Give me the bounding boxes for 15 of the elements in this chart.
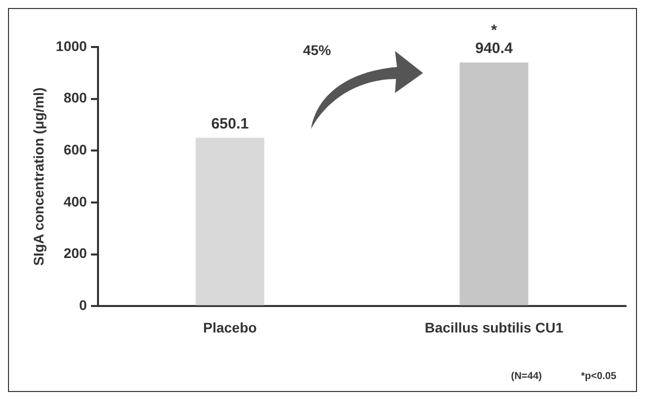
annotation: 45%	[302, 42, 332, 58]
text: *	[491, 22, 498, 40]
y-tick-label: 0	[79, 297, 88, 314]
y-tick-label: 400	[64, 193, 88, 210]
x-tick-label: Bacillus subtilis CU1	[424, 319, 564, 336]
y-tick-label: 600	[64, 142, 88, 158]
data-label: 940.4	[475, 40, 514, 58]
y-axis-title: SIgA concentration (μg/ml)	[30, 87, 46, 266]
data-label: 650.1	[211, 115, 249, 132]
y-tick-label: 1000	[56, 38, 88, 54]
y-tick-label: 200	[64, 245, 88, 262]
text: *p<0.05	[581, 370, 617, 382]
text: (N=44)	[511, 370, 542, 382]
x-tick-label: Placebo	[203, 319, 257, 336]
y-tick-label: 800	[64, 90, 88, 106]
